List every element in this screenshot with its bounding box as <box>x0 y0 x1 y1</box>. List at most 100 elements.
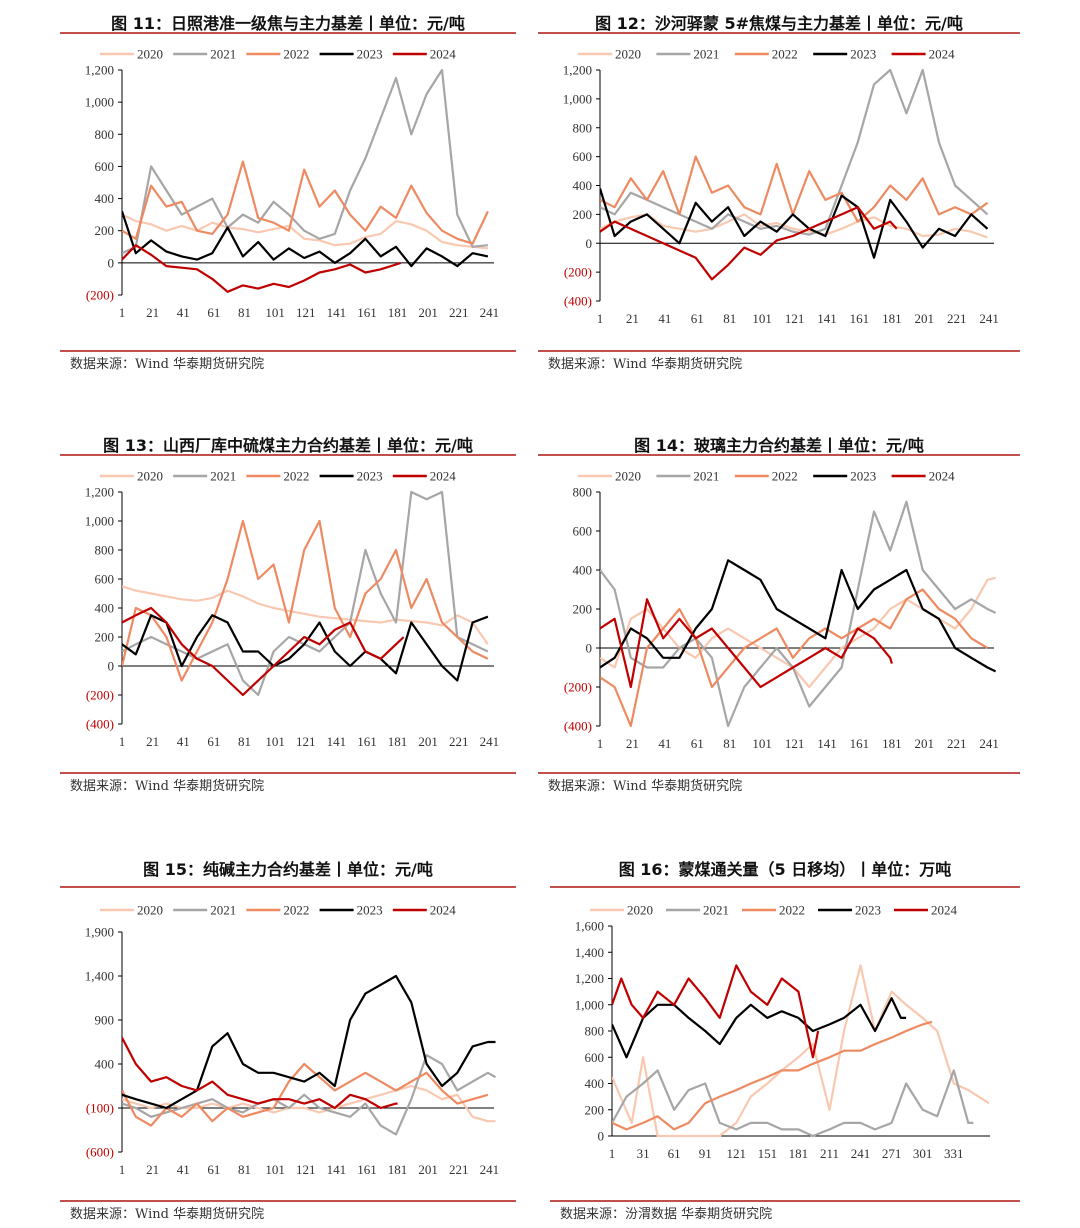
y-tick-label: 1,200 <box>563 63 592 78</box>
x-tick-label: 221 <box>449 734 469 749</box>
x-tick-label: 201 <box>418 1162 438 1177</box>
y-tick-label: 600 <box>585 1050 605 1065</box>
legend-item-2023: 2023 <box>818 903 881 918</box>
x-tick-label: 181 <box>882 736 902 751</box>
series-line-2022 <box>122 1062 489 1127</box>
x-tick-label: 201 <box>915 311 935 326</box>
line-chart: 2020 2021 2022 2023 2024 1,900 1,400 900 400 (100… <box>85 903 499 1178</box>
legend-item-2021: 2021 <box>656 47 719 62</box>
y-tick-label: (200) <box>86 288 114 303</box>
source-rule <box>60 1200 516 1202</box>
legend-item-2022: 2022 <box>734 47 798 62</box>
series-line-2020 <box>122 585 489 645</box>
title-rule <box>538 32 1020 34</box>
legend-item-2022: 2022 <box>246 903 309 918</box>
y-tick-label: 0 <box>586 236 593 251</box>
x-tick-label: 151 <box>758 1146 778 1161</box>
y-tick-label: 0 <box>598 1129 605 1144</box>
legend-label: 2021 <box>693 47 719 62</box>
legend-label: 2022 <box>772 469 798 484</box>
y-tick-label: 600 <box>95 159 115 174</box>
source-note: 数据来源：Wind 华泰期货研究院 <box>70 357 265 372</box>
legend-label: 2021 <box>693 469 719 484</box>
x-tick-label: 181 <box>789 1146 809 1161</box>
chart-panel-13: 图 13：山西厂库中硫煤主力合约基差丨单位：元/吨 2020 2021 2022 20… <box>60 422 516 802</box>
x-tick-label: 241 <box>979 736 999 751</box>
y-tick-label: (200) <box>86 688 114 703</box>
y-tick-label: 1,000 <box>85 514 114 529</box>
x-tick-label: 41 <box>658 311 671 326</box>
y-tick-label: 1,200 <box>85 63 114 78</box>
legend-item-2023: 2023 <box>319 47 383 62</box>
legend-item-2021: 2021 <box>173 903 236 918</box>
y-tick-label: 400 <box>95 1057 115 1072</box>
y-tick-label: 900 <box>95 1013 115 1028</box>
y-tick-label: (600) <box>86 1145 114 1160</box>
x-tick-label: 181 <box>388 1162 408 1177</box>
y-tick-label: 800 <box>95 543 115 558</box>
line-chart: 2020 2021 2022 2023 2024 1,200 1,000 800 600 400 2… <box>85 469 499 750</box>
y-tick-label: 1,000 <box>563 91 592 106</box>
legend-label: 2022 <box>283 469 309 484</box>
y-tick-label: 400 <box>95 601 115 616</box>
x-tick-label: 301 <box>913 1146 933 1161</box>
legend-label: 2023 <box>850 47 876 62</box>
x-tick-label: 61 <box>207 305 220 320</box>
x-tick-label: 241 <box>480 305 500 320</box>
y-tick-label: 800 <box>95 127 115 142</box>
x-tick-label: 141 <box>327 1162 347 1177</box>
y-tick-label: 200 <box>95 223 115 238</box>
x-tick-label: 101 <box>265 1162 285 1177</box>
y-tick-label: (200) <box>564 265 592 280</box>
chart-panel-14: 图 14：玻璃主力合约基差丨单位：元/吨 2020 2021 2022 2023 202… <box>538 422 1020 802</box>
x-tick-label: 121 <box>296 305 316 320</box>
legend-item-2024: 2024 <box>392 47 457 62</box>
series-line-2024 <box>122 1037 398 1110</box>
legend-label: 2021 <box>210 469 236 484</box>
series-line-2023 <box>600 559 997 673</box>
y-tick-label: 1,000 <box>85 95 114 110</box>
y-tick-label: 1,400 <box>575 945 604 960</box>
series-line-2020 <box>612 964 990 1138</box>
series-line-2024 <box>612 964 820 1059</box>
series-line-2021 <box>612 1069 974 1138</box>
x-tick-label: 41 <box>177 734 190 749</box>
legend-item-2021: 2021 <box>173 469 236 484</box>
x-tick-label: 21 <box>146 1162 159 1177</box>
series-line-2023 <box>122 211 489 268</box>
line-chart: 2020 2021 2022 2023 2024 800 600 400 200 0 (200) (4… <box>564 469 999 752</box>
series-line-2023 <box>612 997 907 1059</box>
x-tick-label: 241 <box>851 1146 871 1161</box>
legend-item-2023: 2023 <box>813 47 876 62</box>
legend-label: 2022 <box>772 47 798 62</box>
x-tick-label: 81 <box>238 1162 251 1177</box>
y-tick-label: 200 <box>95 630 115 645</box>
legend-label: 2023 <box>357 903 383 918</box>
series-line-2021 <box>122 68 489 255</box>
x-tick-label: 121 <box>785 311 805 326</box>
x-tick-label: 271 <box>882 1146 902 1161</box>
legend-label: 2020 <box>615 469 641 484</box>
series-line-2020 <box>600 213 988 239</box>
legend-item-2022: 2022 <box>246 47 309 62</box>
legend-item-2021: 2021 <box>656 469 719 484</box>
series-line-2021 <box>600 500 997 728</box>
legend-item-2020: 2020 <box>578 469 641 484</box>
legend-label: 2024 <box>430 47 457 62</box>
x-tick-label: 41 <box>177 1162 190 1177</box>
y-tick-label: 800 <box>573 485 593 500</box>
y-tick-label: 400 <box>573 178 593 193</box>
series-line-2020 <box>122 213 489 250</box>
y-tick-label: 200 <box>573 207 593 222</box>
source-note: 数据来源：Wind 华泰期货研究院 <box>70 779 265 794</box>
y-tick-label: 0 <box>108 255 115 270</box>
y-tick-label: 1,600 <box>575 919 604 934</box>
legend-label: 2024 <box>929 47 956 62</box>
legend-item-2022: 2022 <box>734 469 798 484</box>
legend-item-2024: 2024 <box>392 469 456 484</box>
y-tick-label: 400 <box>585 1076 605 1091</box>
legend-label: 2022 <box>283 47 309 62</box>
x-tick-label: 81 <box>238 305 251 320</box>
y-tick-label: 800 <box>573 120 593 135</box>
x-tick-label: 221 <box>449 1162 469 1177</box>
